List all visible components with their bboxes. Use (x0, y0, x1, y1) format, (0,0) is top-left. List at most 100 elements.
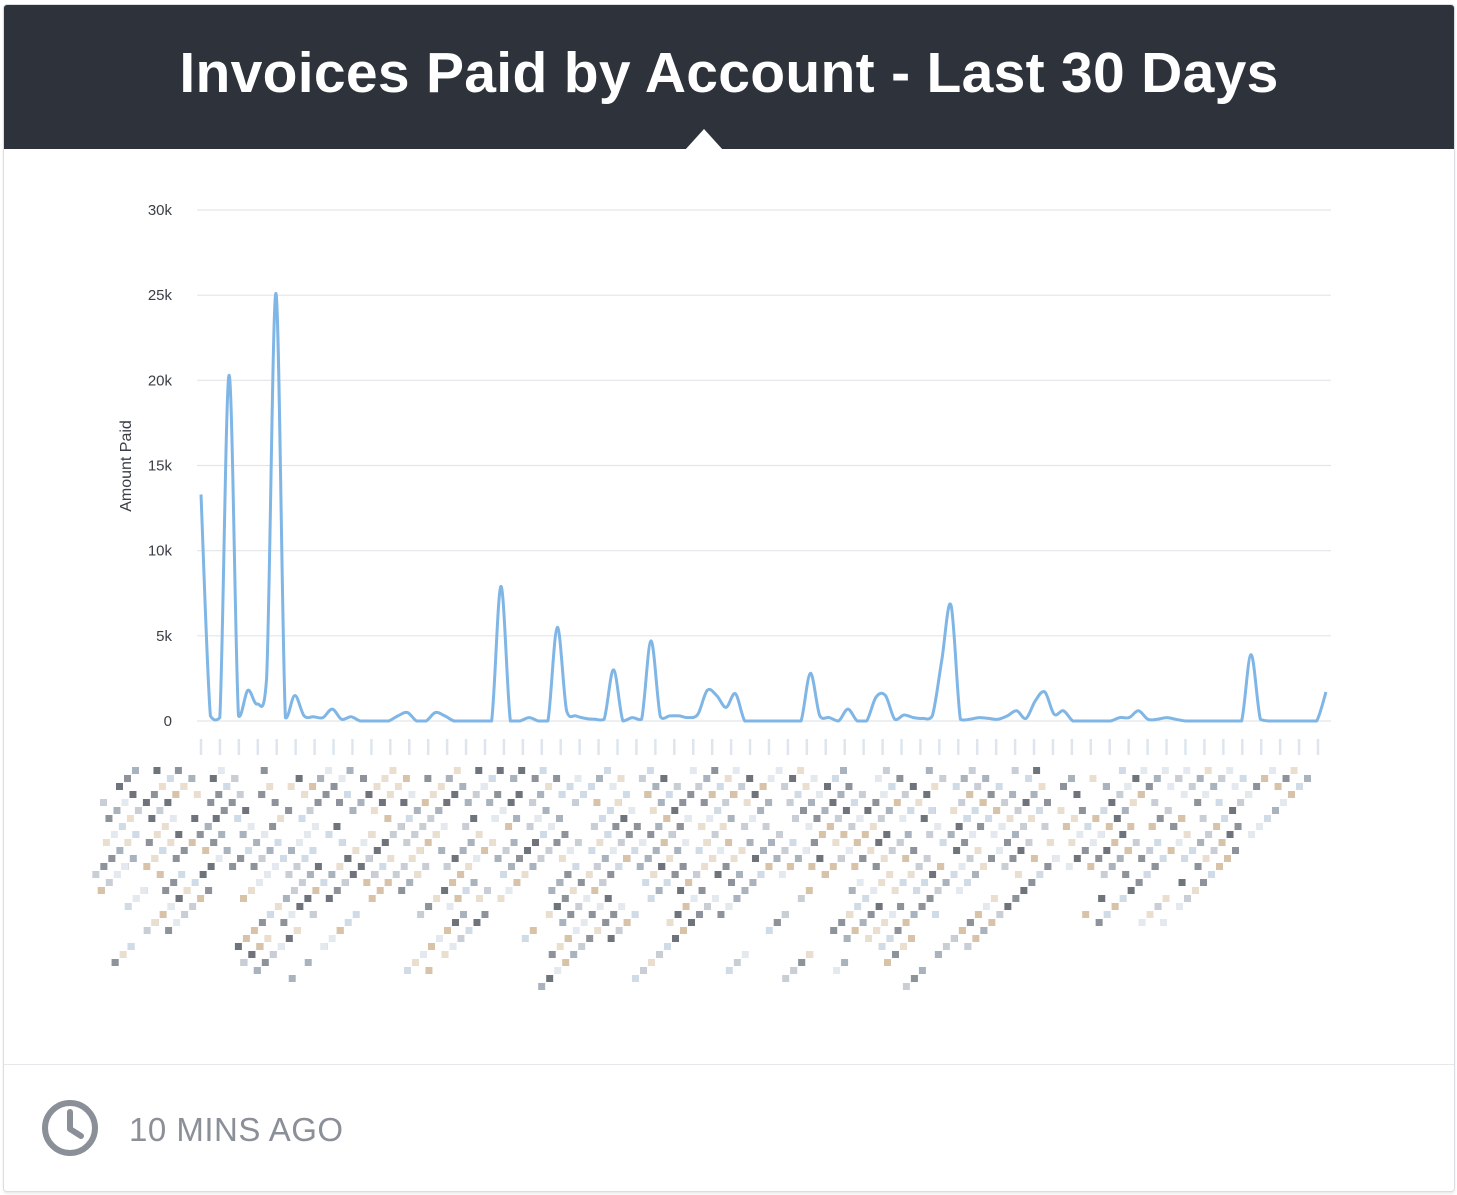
obscured-x-label-cell (730, 791, 738, 798)
obscured-x-label-cell (1288, 791, 1295, 798)
obscured-x-label-cell (789, 839, 797, 846)
obscured-x-label-cell (972, 871, 979, 878)
obscured-x-label-cell (897, 903, 905, 910)
obscured-x-label-cell (647, 895, 655, 902)
obscured-x-label-cell (1170, 823, 1178, 830)
obscured-x-label-cell (306, 871, 314, 878)
obscured-x-label-cell (932, 911, 939, 918)
obscured-x-label-cell (521, 871, 529, 878)
obscured-x-label-cell (585, 871, 593, 878)
obscured-x-label-cell (100, 799, 107, 806)
obscured-x-label-cell (496, 767, 504, 774)
obscured-x-label-cell (1004, 903, 1012, 910)
obscured-x-label-cell (352, 847, 360, 854)
obscured-x-label-cell (746, 775, 754, 782)
obscured-x-label-cell (996, 847, 1003, 854)
obscured-x-label-cell (990, 895, 998, 902)
obscured-x-label-cell (1121, 807, 1129, 814)
obscured-x-label-cell (143, 927, 151, 934)
obscured-x-label-cell (980, 863, 987, 870)
obscured-x-label-cell (253, 839, 261, 846)
obscured-x-label-cell (531, 775, 539, 782)
obscured-x-label-cell (378, 799, 386, 806)
obscured-x-label-cell (365, 791, 373, 798)
obscured-x-label-cell (1194, 863, 1202, 870)
obscured-x-label-cell (425, 903, 433, 910)
obscured-x-label-cell (436, 935, 443, 942)
obscured-x-label-cell (1194, 799, 1202, 806)
obscured-x-label-cell (298, 879, 306, 886)
obscured-x-label-cell (1146, 847, 1154, 854)
obscured-x-label-cell (674, 847, 682, 854)
obscured-x-label-cell (617, 775, 625, 782)
obscured-x-label-cell (1272, 807, 1279, 814)
obscured-x-label-cell (309, 847, 317, 854)
obscured-x-label-cell (974, 847, 982, 854)
obscured-x-label-cell (580, 919, 588, 926)
obscured-x-label-cell (266, 911, 274, 918)
obscured-x-label-cell (1068, 775, 1075, 782)
obscured-x-label-cell (660, 775, 668, 782)
obscured-x-label-cell (609, 783, 617, 790)
obscured-x-label-cell (373, 783, 381, 790)
obscured-x-label-cell (1143, 871, 1151, 878)
obscured-x-label-cell (829, 799, 837, 806)
obscured-x-label-cell (180, 847, 188, 854)
obscured-x-label-cell (679, 863, 687, 870)
obscured-x-label-cell (1226, 767, 1234, 774)
obscured-x-label-cell (988, 919, 996, 926)
obscured-x-label-cell (636, 863, 644, 870)
obscured-x-label-cell (1132, 839, 1140, 846)
obscured-x-label-cell (867, 911, 875, 918)
obscured-x-label-cell (502, 847, 510, 854)
obscured-x-label-cell (457, 935, 465, 942)
obscured-x-label-cell (1057, 807, 1065, 814)
obscured-x-label-cell (752, 855, 759, 862)
obscured-x-label-cell (172, 855, 180, 862)
obscured-x-label-cell (969, 831, 977, 838)
obscured-x-label-cell (841, 959, 849, 966)
obscured-x-label-cell (425, 967, 433, 974)
obscured-x-label-cell (826, 823, 834, 830)
obscured-x-label-cell (865, 935, 873, 942)
obscured-x-label-cell (1004, 839, 1011, 846)
obscured-x-label-cell (728, 879, 735, 886)
obscured-x-label-cell (264, 935, 272, 942)
obscured-x-label-cell (1237, 799, 1245, 806)
obscured-x-label-cell (443, 863, 451, 870)
obscured-x-label-cell (1145, 783, 1153, 790)
obscured-x-label-cell (457, 871, 465, 878)
obscured-x-label-cell (1011, 767, 1019, 774)
obscured-x-label-cell (1226, 831, 1234, 838)
obscured-x-label-cell (132, 767, 139, 774)
obscured-x-label-cell (1046, 839, 1054, 846)
obscured-x-label-cell (183, 887, 191, 894)
obscured-x-label-cell (596, 903, 604, 910)
obscured-x-label-cell (663, 879, 671, 886)
obscured-x-label-cell (325, 767, 333, 774)
obscured-x-label-cell (988, 855, 995, 862)
obscured-x-label-cell (689, 767, 697, 774)
obscured-x-label-cell (990, 831, 998, 838)
obscured-x-label-cell (1030, 855, 1038, 862)
obscured-x-label-cell (462, 887, 470, 894)
obscured-x-label-cell (722, 799, 730, 806)
obscured-x-label-cell (802, 847, 810, 854)
obscured-x-label-cell (518, 767, 526, 774)
obscured-x-label-cell (874, 775, 882, 782)
obscured-x-label-cell (346, 767, 354, 774)
obscured-x-label-cell (1221, 815, 1229, 822)
obscured-x-label-cell (749, 815, 757, 822)
obscured-x-label-cell (956, 887, 963, 894)
obscured-x-label-cell (896, 775, 904, 782)
obscured-x-label-cell (384, 815, 392, 822)
obscured-x-label-cell (381, 775, 389, 782)
line-chart[interactable]: 0 5k 10k 15k 20k 25k 30k Amount Paid (4, 149, 1454, 1064)
obscured-x-label-cell (1167, 783, 1175, 790)
obscured-x-label-cell (861, 831, 869, 838)
obscured-x-label-cell (830, 927, 838, 934)
obscured-x-label-cell (446, 903, 454, 910)
obscured-x-label-cell (877, 815, 885, 822)
obscured-x-label-cell (539, 767, 547, 774)
obscured-x-label-cell (441, 887, 449, 894)
